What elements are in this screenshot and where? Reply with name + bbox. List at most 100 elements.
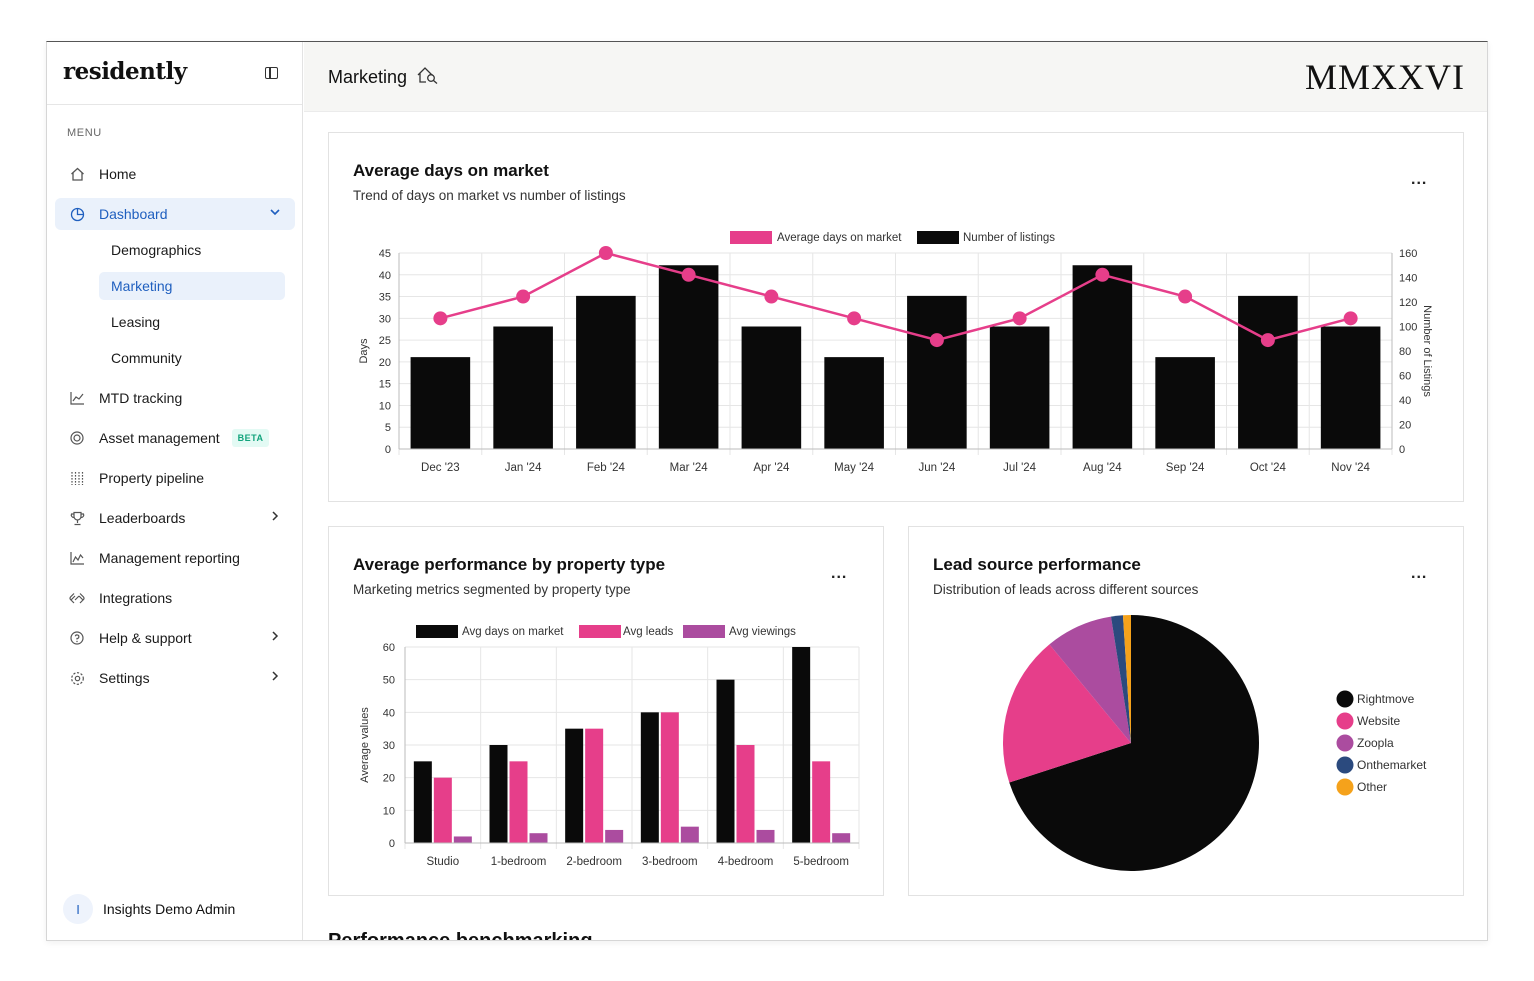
- point-avg-days: [681, 267, 696, 282]
- sidebar-item-mtd-tracking[interactable]: MTD tracking: [55, 382, 295, 414]
- bar-listings: [410, 357, 471, 449]
- y-tick-label: 30: [379, 313, 391, 325]
- trophy-icon: [69, 510, 85, 526]
- bar-listings: [907, 295, 967, 449]
- bar-avg-viewings: [453, 836, 472, 843]
- brand-row: residently: [47, 42, 302, 105]
- bar-listings: [1238, 295, 1298, 449]
- legend-label: Other: [1357, 780, 1387, 794]
- legend-swatch: [1336, 778, 1354, 796]
- x-tick-label: Dec '23: [421, 462, 460, 474]
- sidebar-item-management-reporting[interactable]: Management reporting: [55, 542, 295, 574]
- line-chart-icon: [69, 390, 85, 406]
- sidebar-item-label: Settings: [99, 670, 150, 686]
- sidebar-item-asset-management[interactable]: Asset management BETA: [55, 422, 295, 454]
- brand-logo: residently: [63, 58, 187, 85]
- lead-source-chart: Rightmove Website Zoopla Onthemarket Other: [1003, 615, 1427, 871]
- bar-avg-viewings: [605, 829, 624, 843]
- y2-axis-label: Number of Listings: [1421, 305, 1433, 397]
- chevron-right-icon[interactable]: [269, 630, 281, 645]
- legend-swatch: [683, 625, 725, 638]
- bar-avg-leads: [585, 728, 604, 843]
- chevron-right-icon[interactable]: [269, 670, 281, 685]
- year-logo: MMXXVI: [1304, 57, 1465, 97]
- user-profile[interactable]: I Insights Demo Admin: [63, 894, 235, 924]
- bar-avg-days: [792, 647, 811, 843]
- card-subtitle: Trend of days on market vs number of lis…: [353, 188, 626, 203]
- y-tick-label: 20: [379, 357, 391, 369]
- sidebar-item-home[interactable]: Home: [55, 158, 295, 190]
- x-tick-label: Oct '24: [1250, 462, 1287, 474]
- y-axis-label: Days: [358, 338, 370, 364]
- x-tick-label: 3-bedroom: [642, 856, 698, 868]
- sidebar: residently MENU Home Dashboard Demograph…: [47, 42, 303, 940]
- x-tick-label: 1-bedroom: [491, 856, 547, 868]
- y-tick-label: 40: [383, 707, 395, 719]
- x-tick-label: 4-bedroom: [718, 856, 774, 868]
- sidebar-item-property-pipeline[interactable]: Property pipeline: [55, 462, 295, 494]
- pipeline-icon: [69, 470, 85, 486]
- bar-avg-days: [413, 761, 432, 843]
- top-bar: Marketing MMXXVI: [304, 42, 1487, 112]
- bar-avg-leads: [736, 745, 755, 843]
- sidebar-item-label: Property pipeline: [99, 470, 205, 486]
- bar-avg-leads: [812, 761, 831, 843]
- dashboard-icon: [69, 206, 85, 222]
- x-tick-label: May '24: [834, 462, 875, 474]
- more-options-button[interactable]: ...: [1411, 565, 1428, 582]
- y2-tick-label: 160: [1399, 248, 1417, 260]
- gear-icon: [69, 670, 85, 686]
- days-on-market-chart: 0 5 10 15 20 25 30 35 40 45 0 20 40 60 80 100 120 140 160 D…: [358, 231, 1433, 474]
- y-tick-label: 10: [379, 400, 391, 412]
- more-options-button[interactable]: ...: [1411, 171, 1428, 188]
- bar-avg-days: [716, 679, 735, 843]
- legend-swatch: [579, 625, 621, 638]
- legend-swatch: [1336, 756, 1354, 774]
- x-tick-label: Feb '24: [587, 462, 626, 474]
- bar-listings: [1155, 357, 1215, 449]
- sidebar-subitem-leasing[interactable]: Leasing: [111, 314, 161, 330]
- sidebar-item-help-support[interactable]: Help & support: [55, 622, 295, 654]
- legend-swatch-listings: [917, 231, 959, 244]
- sidebar-subitem-demographics[interactable]: Demographics: [111, 242, 202, 258]
- menu-label: MENU: [67, 127, 102, 139]
- y-tick-label: 25: [379, 335, 391, 347]
- more-options-button[interactable]: ...: [831, 565, 848, 582]
- chevron-down-icon[interactable]: [269, 206, 281, 221]
- slice-onthemarket: [1110, 615, 1131, 743]
- point-avg-days: [847, 311, 862, 326]
- y-tick-label: 15: [379, 379, 391, 391]
- point-avg-days: [1095, 267, 1110, 282]
- sidebar-item-integrations[interactable]: Integrations: [55, 582, 295, 614]
- point-avg-days: [516, 289, 531, 304]
- sidebar-item-leaderboards[interactable]: Leaderboards: [55, 502, 295, 534]
- page-title-text: Marketing: [328, 66, 408, 87]
- y-tick-label: 20: [383, 773, 395, 785]
- bar-avg-viewings: [756, 829, 775, 843]
- sidebar-collapse-icon[interactable]: [265, 67, 278, 79]
- sidebar-item-label: Integrations: [99, 590, 173, 606]
- bar-listings: [1320, 326, 1381, 449]
- page-title: Marketing: [328, 66, 439, 88]
- y-tick-label: 35: [379, 292, 391, 304]
- point-avg-days: [764, 289, 779, 304]
- home-icon: [69, 166, 85, 182]
- legend-swatch: [1336, 712, 1354, 730]
- sidebar-item-label: MTD tracking: [99, 390, 183, 406]
- sidebar-item-settings[interactable]: Settings: [55, 662, 295, 694]
- sidebar-item-dashboard[interactable]: Dashboard: [55, 198, 295, 230]
- y-tick-label: 50: [383, 675, 395, 687]
- avatar: I: [63, 894, 93, 924]
- bar-listings: [989, 326, 1050, 449]
- bar-avg-viewings: [529, 833, 548, 843]
- legend-label: Avg viewings: [729, 626, 796, 638]
- x-tick-label: 2-bedroom: [566, 856, 622, 868]
- chevron-right-icon[interactable]: [269, 510, 281, 525]
- card-title: Average days on market: [353, 161, 549, 180]
- sidebar-subitem-community[interactable]: Community: [111, 350, 182, 366]
- legend-swatch: [1336, 690, 1354, 708]
- point-avg-days: [1260, 333, 1275, 348]
- sidebar-subitem-marketing[interactable]: Marketing: [99, 272, 285, 300]
- x-tick-label: Aug '24: [1083, 462, 1122, 474]
- bar-avg-days: [565, 728, 584, 843]
